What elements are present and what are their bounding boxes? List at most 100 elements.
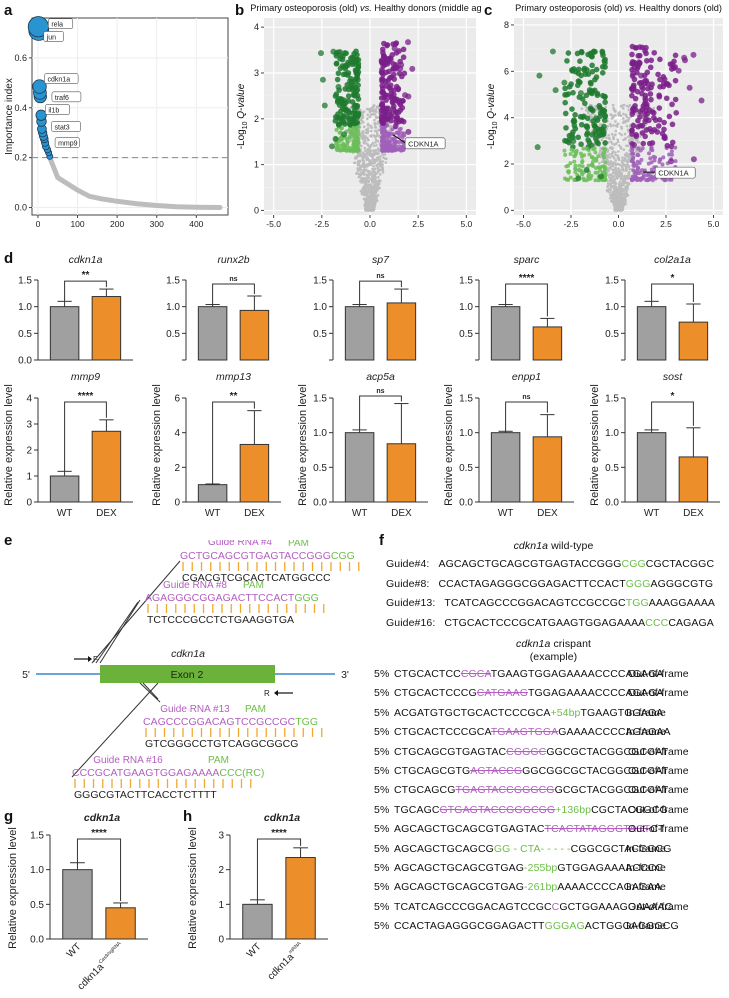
bar-treatment <box>239 309 270 361</box>
up-point <box>657 76 663 83</box>
up-point <box>631 141 638 148</box>
chart-h-cdkn1a-mrna: cdkn1a 0 1 2 3 **** Relative expression level W… <box>187 812 328 982</box>
ns-point <box>369 149 373 152</box>
ns-point <box>365 163 368 167</box>
down-point <box>600 52 606 59</box>
category-name: cdkn1a <box>266 951 297 982</box>
pam-seq: CCC(RC) <box>219 767 264 779</box>
down-point <box>596 178 601 183</box>
up-point <box>690 156 697 163</box>
y-tick-label: 2 <box>26 446 32 457</box>
wt-guide-label: Guide#16: <box>386 616 439 629</box>
up-point <box>635 53 642 59</box>
y-tick-label: 2 <box>254 114 259 124</box>
down-point <box>586 163 591 168</box>
down-point <box>341 143 346 148</box>
ns-point <box>615 192 619 196</box>
ns-point <box>627 116 631 120</box>
down-point <box>563 125 569 131</box>
up-point <box>386 68 392 75</box>
down-point <box>568 161 573 166</box>
down-point <box>584 130 591 136</box>
up-point <box>673 145 678 150</box>
down-point <box>561 79 568 86</box>
up-point <box>673 159 678 164</box>
frame-status: Out-of-frame <box>628 823 689 836</box>
ns-point <box>366 128 369 132</box>
sequence-segment: -255bp <box>524 862 558 874</box>
y-tick-label: 4 <box>174 428 180 439</box>
ns-point <box>373 129 377 133</box>
ns-point <box>366 204 369 207</box>
down-point <box>577 168 582 173</box>
sequence-segment: AGCAGCTGCAGCGTGAGTACCGGG <box>438 558 622 570</box>
down-point <box>592 128 599 134</box>
down-point <box>579 154 584 159</box>
up-point <box>632 95 639 102</box>
y-tick-label: 1.0 <box>605 302 619 313</box>
ns-point <box>610 132 614 136</box>
title-part: Primary osteoporosis (old) <box>250 3 360 13</box>
up-point <box>390 98 397 104</box>
ns-point <box>627 159 631 163</box>
mutation-percent: 5% <box>374 745 390 758</box>
down-point <box>354 139 359 144</box>
ns-point <box>367 147 371 150</box>
ns-point <box>609 165 613 168</box>
pam-label: PAM <box>208 755 229 766</box>
ns-point <box>627 165 630 169</box>
ns-point <box>594 105 597 108</box>
down-point <box>345 93 352 99</box>
up-point <box>383 144 388 149</box>
x-tick-label: WT <box>245 941 264 960</box>
up-point <box>637 60 643 66</box>
up-point <box>664 142 671 149</box>
up-point <box>657 56 663 63</box>
ns-point <box>373 161 376 165</box>
up-point <box>388 93 395 100</box>
guide-line <box>95 601 139 664</box>
down-point <box>562 110 569 117</box>
up-point <box>649 160 654 165</box>
down-point <box>339 136 344 141</box>
y-title-part: -Log <box>486 129 497 149</box>
ns-point <box>608 191 611 194</box>
significance-bracket <box>212 283 255 305</box>
ns-point <box>366 201 370 204</box>
panel-label-e: e <box>4 532 13 549</box>
ns-point <box>617 182 621 186</box>
ns-point <box>363 153 367 156</box>
ns-point <box>610 193 614 196</box>
category-superscript: mRNA <box>288 940 303 955</box>
ns-point <box>616 156 620 159</box>
down-point <box>575 175 582 182</box>
ns-point <box>361 130 365 134</box>
ns-point <box>370 135 373 138</box>
down-point <box>565 50 572 56</box>
guide-sequence: GCTGCAGCGTGAGTACCGGGCGG <box>180 550 355 562</box>
wt-row: Guide#8: CCACTAGAGGGCGGAGACTTCCACTGGGAGG… <box>386 578 713 590</box>
x-tick-label: cdkn1amRNA <box>265 940 307 982</box>
y-tick-label: 0.2 <box>14 153 27 163</box>
bar-treatment <box>532 326 563 361</box>
mutation-sequence: ACGATGTGCTGCACTCCCGCA+54bpTGAAGTGGAGA <box>394 707 663 719</box>
down-point <box>581 146 586 151</box>
ns-point <box>369 187 373 191</box>
ns-point <box>598 151 601 155</box>
ns-point <box>382 156 385 159</box>
scatter-points <box>317 39 420 212</box>
ns-point <box>621 156 624 160</box>
point-label: jun <box>46 34 56 41</box>
point-label-box <box>48 18 74 30</box>
gene-title: sparc <box>514 254 540 266</box>
ns-point <box>652 106 656 110</box>
mutation-percent: 5% <box>374 920 390 933</box>
ns-point <box>375 132 379 135</box>
ns-point <box>387 129 391 132</box>
ns-point <box>363 185 366 188</box>
up-point <box>672 77 679 84</box>
sequence-segment: CTGCAGCGTGAGTAC <box>394 745 507 758</box>
up-point <box>642 92 649 99</box>
down-point <box>335 70 342 77</box>
up-point <box>669 177 674 182</box>
